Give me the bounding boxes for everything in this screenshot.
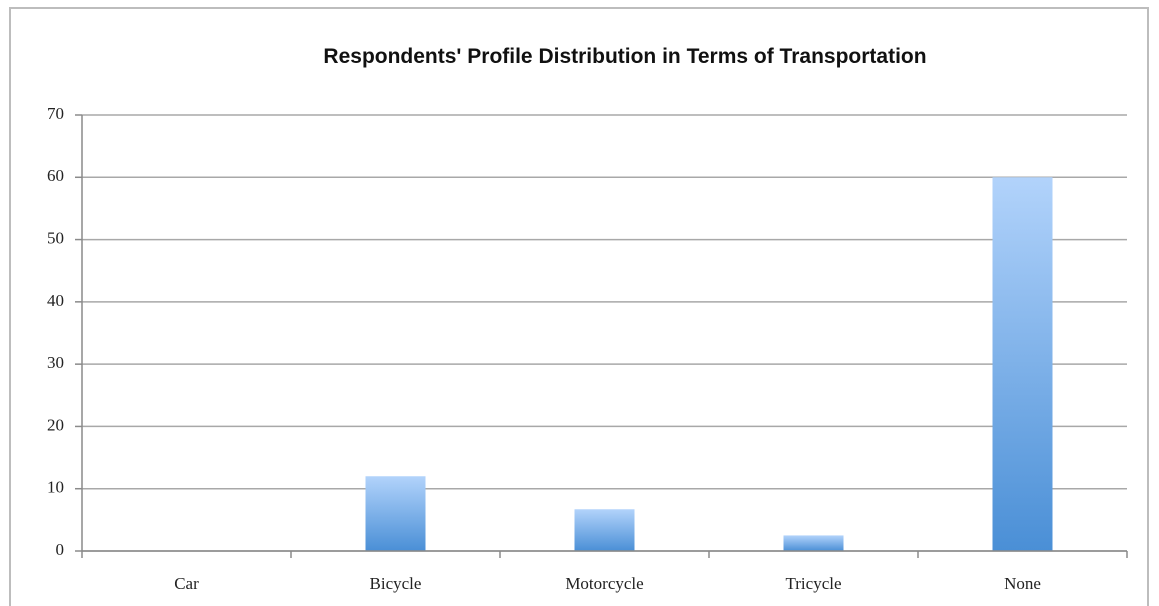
x-tick-label: Motorcycle — [565, 574, 643, 593]
y-tick-label: 0 — [56, 540, 65, 559]
bar — [574, 509, 635, 551]
bar — [992, 177, 1053, 552]
chart-title: Respondents' Profile Distribution in Ter… — [323, 45, 927, 68]
y-tick-label: 70 — [47, 104, 64, 123]
chart-frame — [9, 7, 1149, 606]
x-tick-label: Car — [174, 574, 199, 593]
y-tick-label: 60 — [47, 166, 64, 185]
x-tick-label: Bicycle — [370, 574, 422, 593]
bar — [365, 476, 426, 551]
x-tick-label: Tricycle — [785, 574, 841, 593]
x-tick-label: None — [1004, 574, 1041, 593]
y-tick-label: 30 — [47, 353, 64, 372]
y-tick-label: 10 — [47, 478, 64, 497]
y-tick-label: 40 — [47, 291, 64, 310]
y-tick-label: 50 — [47, 228, 64, 247]
y-tick-label: 20 — [47, 415, 64, 434]
bar — [783, 535, 844, 551]
